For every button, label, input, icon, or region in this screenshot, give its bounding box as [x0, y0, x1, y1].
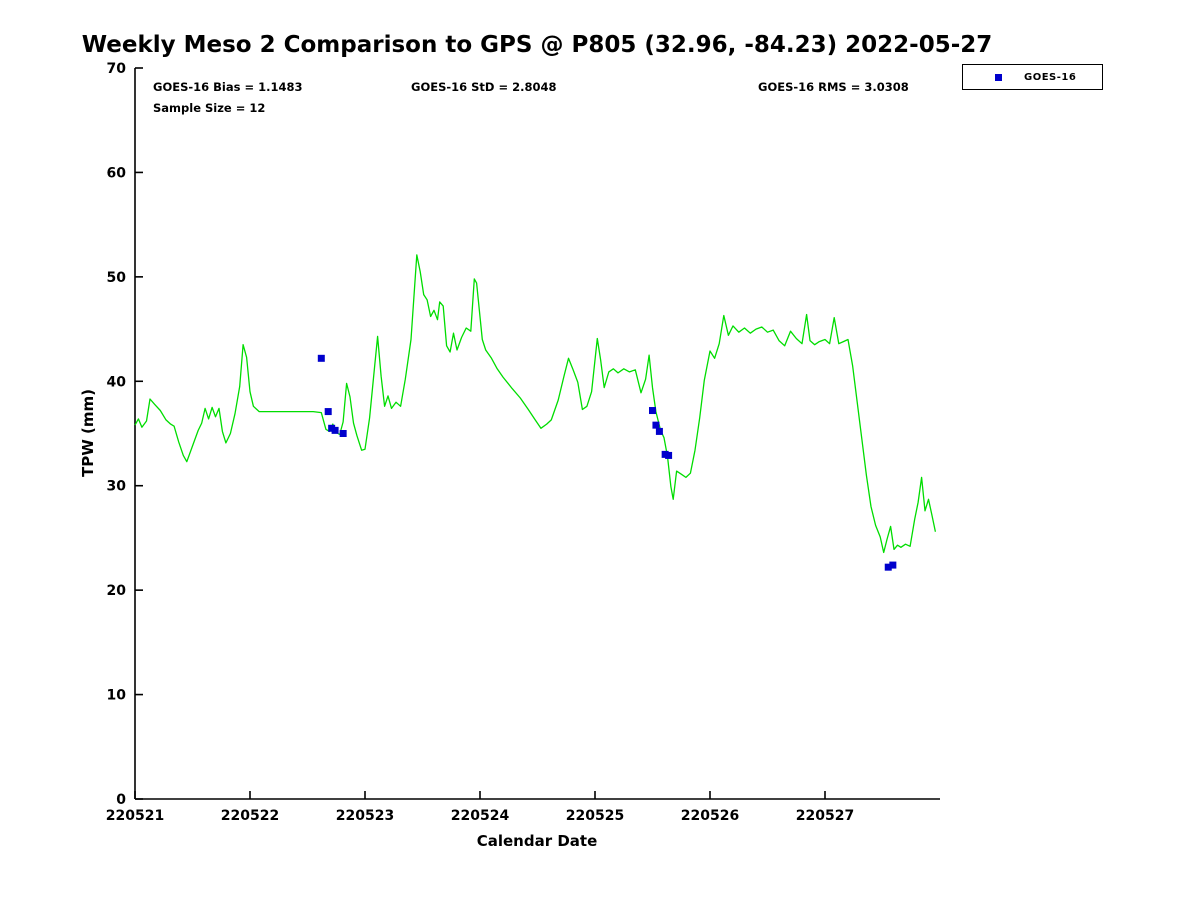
annotation-sample-size: Sample Size = 12 — [153, 101, 266, 115]
legend-marker-square-icon — [995, 73, 1002, 81]
svg-text:220523: 220523 — [336, 808, 394, 824]
svg-text:220525: 220525 — [566, 808, 624, 824]
svg-text:220526: 220526 — [681, 808, 739, 824]
svg-text:20: 20 — [107, 583, 127, 599]
svg-text:220527: 220527 — [796, 808, 854, 824]
svg-text:40: 40 — [107, 374, 127, 390]
chart-title: Weekly Meso 2 Comparison to GPS @ P805 (… — [81, 32, 993, 58]
legend: GOES-16 — [962, 64, 1103, 90]
svg-text:220521: 220521 — [106, 808, 164, 824]
svg-text:220524: 220524 — [451, 808, 510, 824]
legend-label-goes16: GOES-16 — [1024, 71, 1077, 83]
svg-text:60: 60 — [107, 165, 127, 181]
annotation-rms: GOES-16 RMS = 3.0308 — [758, 80, 909, 94]
annotation-std: GOES-16 StD = 2.8048 — [411, 80, 557, 94]
svg-text:220522: 220522 — [221, 808, 279, 824]
svg-text:70: 70 — [107, 61, 127, 77]
svg-text:50: 50 — [107, 270, 127, 286]
y-axis-label: TPW (mm) — [79, 389, 97, 477]
annotation-bias: GOES-16 Bias = 1.1483 — [153, 80, 303, 94]
svg-text:0: 0 — [116, 792, 126, 808]
svg-text:10: 10 — [107, 688, 127, 704]
svg-text:30: 30 — [107, 479, 127, 495]
x-axis-label: Calendar Date — [476, 832, 598, 850]
